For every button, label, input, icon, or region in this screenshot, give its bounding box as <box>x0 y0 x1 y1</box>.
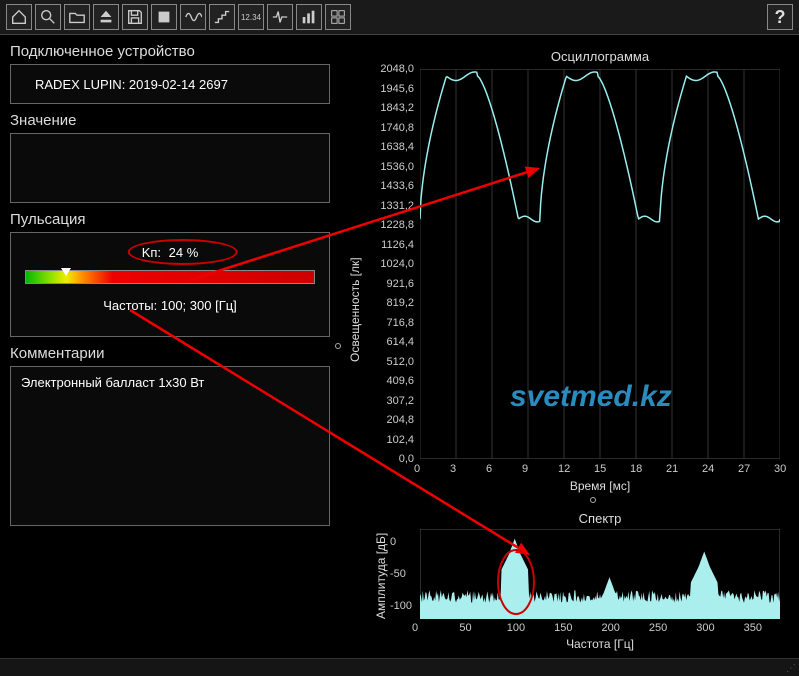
osc-xtick: 3 <box>450 463 456 475</box>
spec-ytick: 0 <box>390 536 396 548</box>
spec-xtick: 350 <box>744 622 762 634</box>
pulsation-gauge <box>25 270 315 284</box>
toolbar-save-icon[interactable] <box>122 4 148 30</box>
spec-xtick: 100 <box>507 622 525 634</box>
spec-title: Спектр <box>420 511 780 526</box>
osc-ytick: 102,4 <box>364 434 414 446</box>
osc-xtick: 21 <box>666 463 678 475</box>
kp-row: Kп: 24 % <box>142 245 199 260</box>
toolbar-home-icon[interactable] <box>6 4 32 30</box>
spec-xtick: 50 <box>459 622 471 634</box>
value-title: Значение <box>10 112 330 129</box>
osc-ytick: 2048,0 <box>364 63 414 75</box>
spec-xtick: 300 <box>696 622 714 634</box>
osc-xtick: 27 <box>738 463 750 475</box>
pulsation-title: Пульсация <box>10 211 330 228</box>
toolbar-stairs-icon[interactable] <box>209 4 235 30</box>
osc-ytick: 1433,6 <box>364 180 414 192</box>
toolbar-eject-icon[interactable] <box>93 4 119 30</box>
pulsation-box: Kп: 24 % Частоты: 100; 300 [Гц] <box>10 232 330 337</box>
osc-ytick: 512,0 <box>364 356 414 368</box>
toolbar: 12.34 ? <box>0 0 799 35</box>
device-value-box: RADEX LUPIN: 2019-02-14 2697 <box>10 64 330 104</box>
resize-grip-icon[interactable]: ⋰ <box>786 663 796 674</box>
spec-xtick: 200 <box>601 622 619 634</box>
osc-ytick: 1126,4 <box>364 239 414 251</box>
value-box <box>10 133 330 203</box>
osc-xtick: 15 <box>594 463 606 475</box>
spec-xtick: 250 <box>649 622 667 634</box>
right-panel: Осциллограмма 0 3 6 9 12 15 18 21 24 27 30 0,0 102,4 2… <box>340 35 799 675</box>
oscilloscope-chart: Осциллограмма0369121518212427300,0102,42… <box>420 69 780 519</box>
osc-xtick: 30 <box>774 463 786 475</box>
osc-ytick: 1740,8 <box>364 122 414 134</box>
osc-xlabel: Время [мс] <box>420 479 780 493</box>
spec-xtick: 0 <box>412 622 418 634</box>
spec-ylabel: Амплитуда [дБ] <box>374 533 388 619</box>
spectrum-chart: Спектр050100150200250300350-100-500Ампли… <box>420 529 780 669</box>
comments-title: Комментарии <box>10 345 330 362</box>
osc-xtick: 12 <box>558 463 570 475</box>
toolbar-digits-icon[interactable]: 12.34 <box>238 4 264 30</box>
osc-ytick: 409,6 <box>364 375 414 387</box>
osc-xtick: 9 <box>522 463 528 475</box>
osc-ytick: 716,8 <box>364 317 414 329</box>
osc-ytick: 307,2 <box>364 395 414 407</box>
kp-label: Kп: <box>142 245 161 260</box>
osc-xtick: 24 <box>702 463 714 475</box>
osc-xtick: 0 <box>414 463 420 475</box>
spec-xtick: 150 <box>554 622 572 634</box>
osc-ytick: 1228,8 <box>364 219 414 231</box>
toolbar-open-icon[interactable] <box>64 4 90 30</box>
osc-title: Осциллограмма <box>420 49 780 64</box>
osc-ytick: 1638,4 <box>364 141 414 153</box>
spec-ytick: -100 <box>390 600 412 612</box>
kp-value: 24 % <box>169 245 199 260</box>
status-bar: ⋰ <box>0 658 799 676</box>
device-title: Подключенное устройство <box>10 43 330 60</box>
toolbar-search-icon[interactable] <box>35 4 61 30</box>
spec-marker-dot <box>590 497 596 503</box>
osc-ytick: 1331,2 <box>364 200 414 212</box>
toolbar-wave-icon[interactable] <box>180 4 206 30</box>
value-section: Значение <box>10 112 330 203</box>
osc-ytick: 819,2 <box>364 297 414 309</box>
osc-ylabel: Освещенность [лк] <box>348 257 362 362</box>
osc-ytick: 204,8 <box>364 414 414 426</box>
osc-ytick: 1945,6 <box>364 83 414 95</box>
freq-label: Частоты: 100; 300 [Гц] <box>21 298 319 313</box>
osc-ytick: 1024,0 <box>364 258 414 270</box>
pulsation-section: Пульсация Kп: 24 % Частоты: 100; 300 [Гц… <box>10 211 330 337</box>
gauge-marker <box>61 268 71 276</box>
left-panel: Подключенное устройство RADEX LUPIN: 201… <box>0 35 340 675</box>
device-section: Подключенное устройство RADEX LUPIN: 201… <box>10 43 330 104</box>
comments-box[interactable]: Электронный балласт 1х30 Вт <box>10 366 330 526</box>
osc-xtick: 6 <box>486 463 492 475</box>
toolbar-stop-icon[interactable] <box>151 4 177 30</box>
osc-ytick: 614,4 <box>364 336 414 348</box>
toolbar-help-icon[interactable]: ? <box>767 4 793 30</box>
toolbar-pulse-icon[interactable] <box>267 4 293 30</box>
device-value: RADEX LUPIN: 2019-02-14 2697 <box>21 77 228 92</box>
osc-ytick: 1536,0 <box>364 161 414 173</box>
toolbar-grid-icon[interactable] <box>325 4 351 30</box>
osc-xtick: 18 <box>630 463 642 475</box>
comments-text: Электронный балласт 1х30 Вт <box>21 375 204 390</box>
osc-ytick: 921,6 <box>364 278 414 290</box>
osc-ytick: 1843,2 <box>364 102 414 114</box>
osc-ytick: 0,0 <box>364 453 414 465</box>
spec-ytick: -50 <box>390 568 406 580</box>
spec-xlabel: Частота [Гц] <box>420 637 780 651</box>
toolbar-bars-icon[interactable] <box>296 4 322 30</box>
comments-section: Комментарии Электронный балласт 1х30 Вт <box>10 345 330 526</box>
